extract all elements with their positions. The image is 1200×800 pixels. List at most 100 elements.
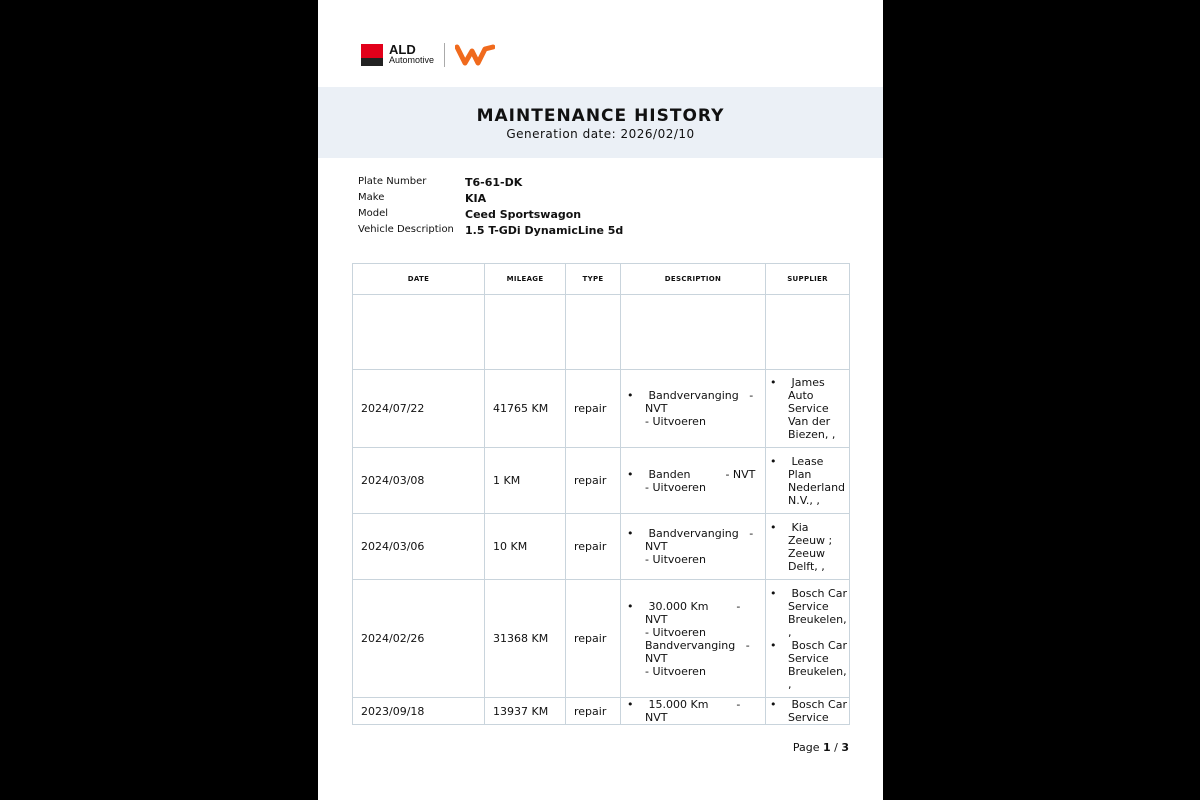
table-row: 2024/07/22 41765 KM repair • Bandvervanging… [352,369,850,448]
table-row: 2023/09/18 13937 KM repair • 15.000 Km - NV… [352,697,850,725]
supplier-text: James Auto Service Van der Biezen, , [788,376,836,441]
info-row-plate: Plate Number T6-61-DK [358,176,623,192]
col-type: TYPE [565,263,621,295]
page-total: 3 [841,741,849,754]
document-page: ALD Automotive MAINTENANCE HISTORY Gener… [318,0,883,800]
table-header: DATE MILEAGE TYPE DESCRIPTION SUPPLIER [352,263,850,295]
info-value: 1.5 T-GDi DynamicLine 5d [465,224,624,237]
cell-date: 2023/09/18 [352,697,485,725]
supplier-text: Bosch Car Service Breukelen, , [788,586,847,639]
cell-type: repair [565,513,621,580]
col-mileage: MILEAGE [484,263,566,295]
empty-row [352,294,850,370]
bullet-item: • Bandvervanging - NVT - Uitvoeren [625,389,761,428]
ald-logo-mark [361,44,383,66]
cell-description: • 30.000 Km - NVT - Uitvoeren Bandvervan… [620,579,766,698]
info-row-description: Vehicle Description 1.5 T-GDi DynamicLine… [358,224,623,240]
bullet-item: • Kia Zeeuw ; Zeeuw Delft, , [768,521,849,573]
cell-mileage: 31368 KM [484,579,566,698]
vehicle-info: Plate Number T6-61-DK Make KIA Model Ceed S… [358,176,623,240]
cell-date: 2024/03/06 [352,513,485,580]
bullet-icon: • [627,599,634,613]
bullet-item: • Bosch Car Service Breukelen, , [768,639,849,691]
bullet-item: • Bosch Car Service [768,698,849,724]
cell-mileage: 1 KM [484,447,566,514]
cell-date: 2024/07/22 [352,369,485,448]
cell-mileage: 41765 KM [484,369,566,448]
page-title: MAINTENANCE HISTORY [476,106,725,126]
supplier-text: Bosch Car Service Breukelen, , [788,638,847,691]
bullet-icon: • [627,698,634,712]
info-label: Model [358,208,389,219]
cell-description: • 15.000 Km - NVT - Uitvoeren [620,697,766,725]
logo-bar: ALD Automotive [361,42,496,68]
logo-divider [444,43,446,67]
info-row-model: Model Ceed Sportswagon [358,208,623,224]
table-row: 2024/02/26 31368 KM repair • 30.000 Km - NV… [352,579,850,698]
cell-supplier: • Bosch Car Service Breukelen, , • Bosch … [765,579,850,698]
description-text: Bandvervanging - NVT - Uitvoeren [645,527,754,566]
page-sep: / [830,741,842,754]
bullet-icon: • [627,467,634,481]
info-label: Make [358,192,385,203]
cell-description: • Bandvervanging - NVT - Uitvoeren [620,513,766,580]
ald-logo-line1: ALD [389,42,416,57]
cell-description: • Bandvervanging - NVT - Uitvoeren [620,369,766,448]
info-value: KIA [465,192,487,205]
cell-mileage: 13937 KM [484,697,566,725]
description-text: Banden - NVT - Uitvoeren [645,467,756,494]
description-text: Bandvervanging - NVT - Uitvoeren [645,389,754,428]
bullet-icon: • [770,376,777,389]
page-current: 1 [822,741,831,754]
maintenance-table: DATE MILEAGE TYPE DESCRIPTION SUPPLIER 2… [352,263,850,725]
bullet-icon: • [770,638,777,652]
bullet-item: • Bandvervanging - NVT - Uitvoeren [625,527,761,566]
supplier-text: Bosch Car Service [788,698,847,724]
bullet-icon: • [770,520,777,534]
info-label: Vehicle Description [358,224,454,235]
bullet-icon: • [627,389,634,402]
col-date: DATE [352,263,485,295]
info-label: Plate Number [358,176,427,187]
cell-type: repair [565,369,621,448]
cell-date: 2024/02/26 [352,579,485,698]
ald-logo-line2: Automotive [389,55,435,65]
title-band: MAINTENANCE HISTORY Generation date: 202… [318,87,883,158]
info-value: T6-61-DK [465,176,523,189]
col-description: DESCRIPTION [620,263,766,295]
table-row: 2024/03/08 1 KM repair • Banden - NVT - Uit… [352,447,850,514]
bullet-item: • Lease Plan Nederland N.V., , [768,455,849,507]
cell-date: 2024/03/08 [352,447,485,514]
generation-date: Generation date: 2026/02/10 [506,127,695,141]
cell-supplier: • Lease Plan Nederland N.V., , [765,447,850,514]
description-text: 15.000 Km - NVT - Uitvoeren [645,698,741,724]
cell-type: repair [565,697,621,725]
bullet-icon: • [770,586,777,600]
cell-supplier: • Kia Zeeuw ; Zeeuw Delft, , [765,513,850,580]
cell-mileage: 10 KM [484,513,566,580]
leaseplan-logo [455,44,496,66]
supplier-text: Kia Zeeuw ; Zeeuw Delft, , [788,520,833,573]
table-row: 2024/03/06 10 KM repair • Bandvervanging - … [352,513,850,580]
info-value: Ceed Sportswagon [465,208,582,221]
cell-type: repair [565,447,621,514]
bullet-icon: • [627,527,634,540]
bullet-icon: • [770,454,777,468]
bullet-item: • 30.000 Km - NVT - Uitvoeren Bandvervan… [625,600,761,678]
supplier-text: Lease Plan Nederland N.V., , [788,454,846,507]
page-prefix: Page [792,741,823,754]
cell-type: repair [565,579,621,698]
bullet-item: • 15.000 Km - NVT - Uitvoeren [625,698,761,724]
cell-supplier: • Bosch Car Service [765,697,850,725]
page-number: Page 1 / 3 [793,741,849,754]
bullet-item: • Banden - NVT - Uitvoeren [625,468,761,494]
cell-description: • Banden - NVT - Uitvoeren [620,447,766,514]
bullet-item: • Bosch Car Service Breukelen, , [768,587,849,639]
ald-logo-text: ALD Automotive [389,42,435,66]
description-text: 30.000 Km - NVT - Uitvoeren Bandvervangi… [645,599,750,678]
cell-supplier: • James Auto Service Van der Biezen, , [765,369,850,448]
info-row-make: Make KIA [358,192,623,208]
col-supplier: SUPPLIER [765,263,850,295]
bullet-icon: • [770,698,777,712]
bullet-item: • James Auto Service Van der Biezen, , [768,376,849,441]
